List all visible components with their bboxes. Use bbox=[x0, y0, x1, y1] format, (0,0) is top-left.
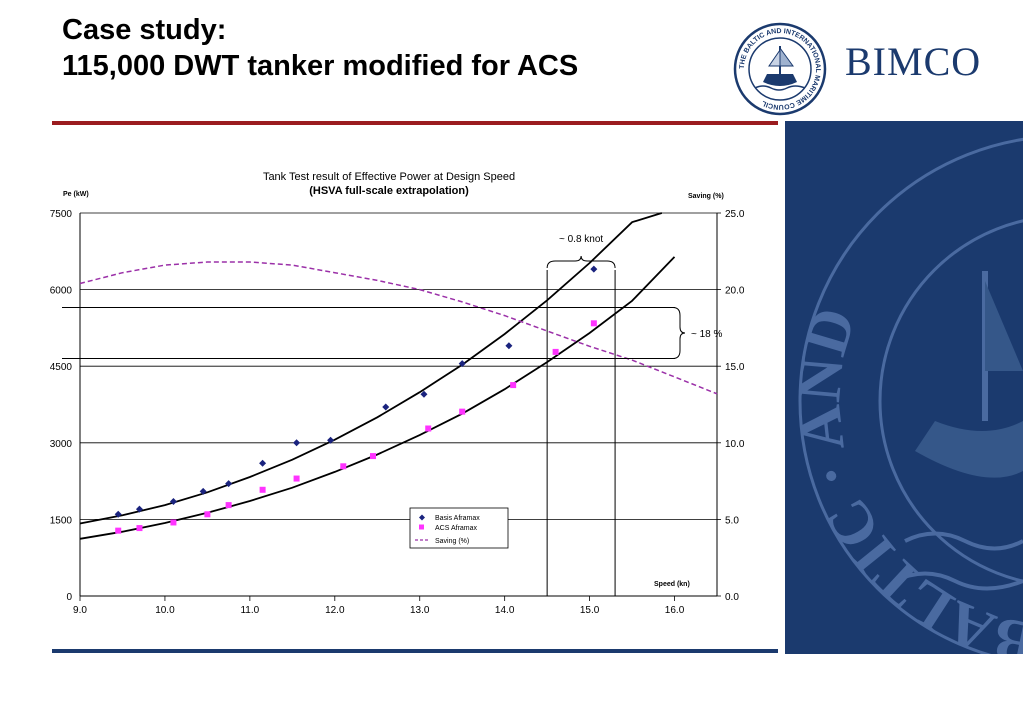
slide-title: Case study: 115,000 DWT tanker modified … bbox=[62, 12, 578, 84]
acs-aframax-point bbox=[552, 348, 559, 355]
y-left-tick-label: 4500 bbox=[50, 362, 72, 373]
chart-title: Tank Test result of Effective Power at D… bbox=[263, 171, 515, 183]
power-gap-label: ~ 18 % bbox=[691, 329, 723, 340]
right-axis-label: Saving (%) bbox=[688, 193, 724, 200]
acs-aframax-point bbox=[293, 475, 300, 482]
basis-aframax-point bbox=[225, 480, 233, 488]
x-tick-label: 11.0 bbox=[240, 605, 259, 616]
bimco-seal-logo: THE BALTIC AND INTERNATIONAL MARITIME CO… bbox=[733, 22, 827, 116]
basis-aframax-point bbox=[420, 390, 428, 398]
y-left-tick-label: 1500 bbox=[50, 515, 72, 526]
saving-line bbox=[79, 261, 718, 395]
acs-aframax-point bbox=[115, 527, 122, 534]
x-tick-label: 13.0 bbox=[410, 605, 430, 616]
y-right-tick-label: 20.0 bbox=[725, 286, 745, 297]
basis-aframax-point bbox=[199, 487, 207, 495]
y-left-tick-label: 0 bbox=[66, 592, 72, 603]
acs-aframax-point bbox=[510, 382, 517, 389]
basis-aframax-point bbox=[327, 436, 335, 444]
x-tick-label: 15.0 bbox=[580, 605, 600, 616]
left-axis-label: Pe (kW) bbox=[63, 191, 89, 198]
speed-gap-brace bbox=[546, 255, 616, 269]
acs-aframax-point bbox=[136, 525, 143, 532]
acs-aframax-point bbox=[590, 320, 597, 327]
plot-area: 0 1500 3000 4500 6000 7500 0.0 5.0 10.0 15.0 20.0 2… bbox=[50, 209, 745, 616]
y-right-tick-label: 0.0 bbox=[725, 592, 739, 603]
acs-aframax-point bbox=[170, 519, 177, 526]
acs-aframax-point bbox=[259, 486, 266, 493]
bimco-wordmark: BIMCO bbox=[845, 39, 982, 84]
y-left-tick-label: 3000 bbox=[50, 439, 72, 450]
basis-aframax-point bbox=[382, 403, 390, 411]
basis-aframax-point bbox=[169, 498, 177, 506]
title-line-1: Case study: bbox=[62, 14, 227, 46]
footer-divider bbox=[52, 649, 778, 653]
y-right-tick-label: 10.0 bbox=[725, 439, 745, 450]
legend-basis-marker bbox=[419, 514, 425, 521]
speed-gap-label: ~ 0.8 knot bbox=[559, 234, 603, 245]
y-right-tick-label: 15.0 bbox=[725, 362, 745, 373]
legend-acs-marker bbox=[419, 524, 424, 530]
x-tick-label: 9.0 bbox=[73, 605, 87, 616]
acs-aframax-point bbox=[225, 502, 232, 509]
x-tick-label: 10.0 bbox=[155, 605, 175, 616]
power-gap-brace bbox=[672, 306, 686, 360]
basis-aframax-point bbox=[293, 439, 301, 447]
x-tick-label: 16.0 bbox=[665, 605, 685, 616]
x-tick-label: 14.0 bbox=[495, 605, 515, 616]
basis-aframax-point bbox=[458, 360, 466, 368]
y-left-tick-label: 7500 bbox=[50, 209, 72, 220]
title-line-2: 115,000 DWT tanker modified for ACS bbox=[62, 50, 579, 82]
acs-aframax-point bbox=[204, 511, 211, 518]
basis-aframax-point bbox=[590, 265, 598, 273]
y-right-tick-label: 25.0 bbox=[725, 209, 745, 220]
chart-legend: Basis Aframax ACS Aframax Saving (%) bbox=[409, 507, 509, 549]
basis-aframax-point bbox=[135, 505, 143, 513]
basis-aframax-point bbox=[114, 510, 122, 518]
y-left-tick-label: 6000 bbox=[50, 286, 72, 297]
title-divider bbox=[52, 121, 778, 125]
fit-curve bbox=[79, 212, 663, 525]
x-axis-label: Speed (kn) bbox=[654, 581, 690, 588]
legend-basis-label: Basis Aframax bbox=[435, 515, 480, 522]
effective-power-chart: Tank Test result of Effective Power at D… bbox=[50, 171, 745, 616]
basis-aframax-point bbox=[505, 342, 513, 350]
x-tick-label: 12.0 bbox=[325, 605, 345, 616]
acs-aframax-point bbox=[370, 453, 377, 460]
basis-aframax-point bbox=[259, 459, 267, 467]
fit-curve bbox=[79, 256, 676, 540]
acs-aframax-point bbox=[425, 425, 432, 432]
legend-acs-label: ACS Aframax bbox=[435, 525, 478, 532]
chart-subtitle: (HSVA full-scale extrapolation) bbox=[309, 185, 469, 197]
y-right-tick-label: 5.0 bbox=[725, 515, 739, 526]
seal-watermark-panel: THE · BALTIC · AND bbox=[785, 121, 1023, 654]
acs-aframax-point bbox=[459, 408, 466, 415]
legend-saving-label: Saving (%) bbox=[435, 538, 469, 545]
acs-aframax-point bbox=[340, 463, 347, 470]
